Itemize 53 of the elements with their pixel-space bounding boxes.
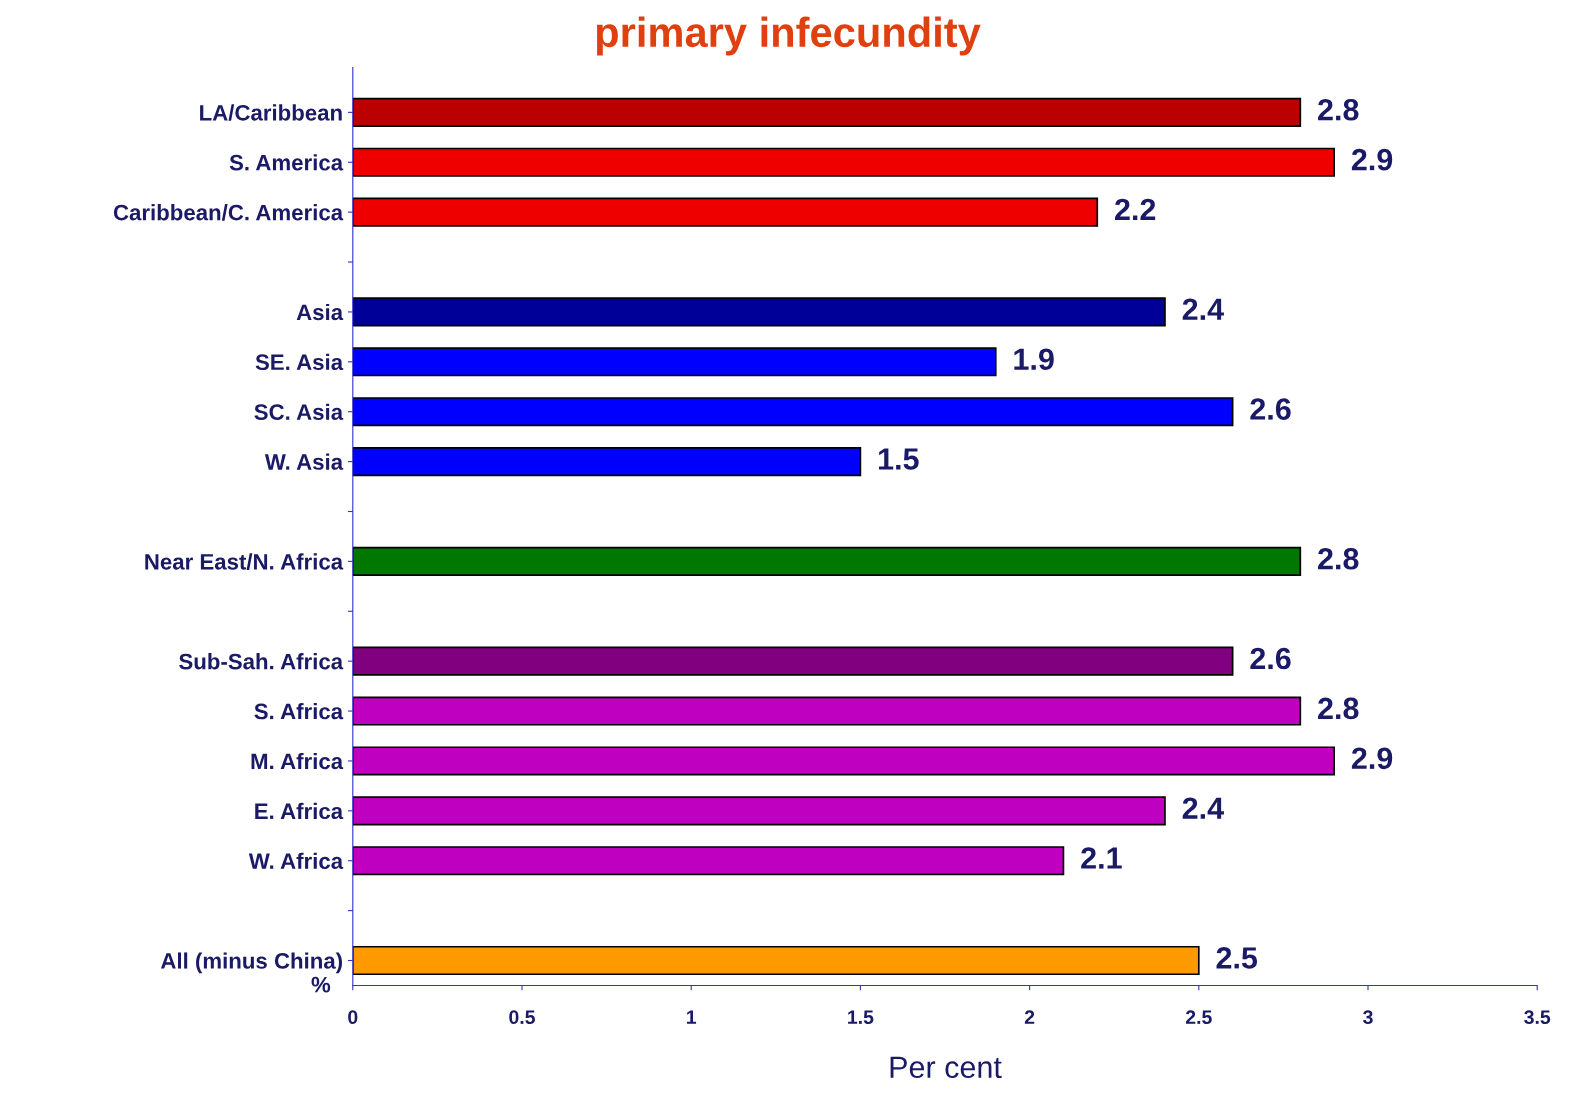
- y-tick-label: Sub-Sah. Africa: [179, 653, 344, 670]
- y-tick-label: SE. Asia: [255, 353, 344, 371]
- y-tick-label: W. Asia: [264, 453, 344, 470]
- x-tick-label: 1: [687, 1010, 697, 1024]
- data-label: 2.8: [1318, 98, 1359, 121]
- y-tick-label: S. America: [229, 154, 344, 171]
- bar: [352, 546, 1302, 576]
- bar: [352, 945, 1200, 976]
- y-tick-label: All (minus China): [160, 952, 342, 974]
- data-label: 2.9: [1351, 747, 1393, 770]
- x-tick-label: 0: [348, 1010, 358, 1025]
- y-tick-label: Caribbean/C. America: [113, 204, 344, 221]
- data-label: 2.6: [1250, 398, 1291, 420]
- x-tick-label: 2.5: [1185, 1010, 1212, 1025]
- y-tick-label: Near East/N. Africa: [145, 553, 344, 570]
- bar: [352, 646, 1234, 676]
- bar: [352, 397, 1234, 427]
- data-label: 2.8: [1318, 547, 1359, 570]
- x-tick-label: 3.5: [1524, 1010, 1551, 1025]
- y-tick-label: S. Africa: [254, 703, 344, 720]
- chart-title: primary infecundity: [596, 16, 981, 56]
- bar: [352, 746, 1335, 776]
- y-tick-label: LA/Caribbean: [200, 104, 342, 121]
- data-label: 1.5: [878, 448, 919, 470]
- x-axis-title: Per cent: [890, 1056, 1002, 1079]
- bar: [352, 447, 862, 477]
- bar: [352, 347, 997, 377]
- y-tick-label: M. Africa: [251, 752, 344, 770]
- data-label: 1.9: [1014, 348, 1054, 371]
- bar: [352, 297, 1166, 327]
- bar: [352, 846, 1065, 876]
- data-label: 2.2: [1115, 198, 1156, 221]
- data-label: 2.4: [1182, 797, 1224, 819]
- x-tick-label: 1.5: [848, 1010, 874, 1025]
- y-tick-label: E. Africa: [255, 802, 344, 820]
- bar: [352, 197, 1099, 227]
- y-tick-label: SC. Asia: [254, 403, 344, 420]
- data-label: 2.1: [1081, 847, 1122, 869]
- text: %: [311, 976, 331, 993]
- x-tick-label: 0.5: [509, 1010, 535, 1025]
- data-label: 2.6: [1250, 647, 1291, 670]
- x-tick-label: 3: [1363, 1010, 1373, 1025]
- data-label: 2.9: [1351, 148, 1393, 171]
- data-label: 2.8: [1318, 697, 1359, 720]
- bar: [352, 696, 1302, 726]
- bar: [352, 796, 1166, 826]
- data-label: 2.4: [1182, 298, 1224, 320]
- x-tick-label: 2: [1024, 1010, 1035, 1024]
- y-tick-label: Asia: [296, 303, 344, 321]
- bar: [352, 147, 1335, 177]
- y-tick-label: W. Africa: [248, 852, 344, 869]
- bar: [352, 97, 1302, 127]
- data-label: 2.5: [1216, 947, 1258, 969]
